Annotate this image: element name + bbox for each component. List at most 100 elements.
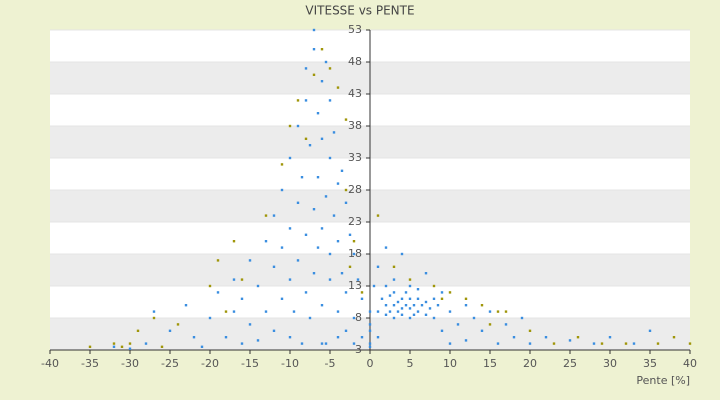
point: [528, 329, 532, 332]
point: [316, 246, 320, 249]
point: [152, 316, 156, 320]
point: [544, 336, 548, 339]
point: [436, 304, 440, 307]
point: [388, 294, 392, 297]
point: [288, 124, 292, 128]
point: [304, 233, 308, 236]
point: [176, 323, 180, 326]
point: [528, 342, 532, 345]
point: [216, 291, 220, 294]
point: [312, 208, 316, 211]
point: [316, 176, 320, 179]
point: [328, 278, 332, 281]
point: [404, 291, 408, 294]
point: [352, 252, 356, 256]
point: [440, 329, 444, 332]
point: [264, 214, 268, 217]
point: [408, 316, 412, 320]
x-tick-label: 25: [563, 357, 577, 370]
point: [340, 169, 344, 172]
x-tick-label: 10: [443, 357, 457, 370]
point: [232, 310, 236, 313]
point: [624, 342, 628, 345]
point: [376, 214, 380, 217]
x-tick-label: 20: [523, 357, 537, 370]
x-tick-label: -10: [281, 357, 299, 370]
point: [184, 304, 188, 307]
point: [336, 86, 340, 89]
point: [320, 80, 324, 83]
point: [412, 313, 416, 316]
x-tick-label: 30: [603, 357, 617, 370]
point: [392, 291, 396, 294]
x-tick-label: 0: [367, 357, 374, 370]
point: [296, 124, 300, 128]
x-tick-label: -25: [161, 357, 179, 370]
point: [280, 163, 284, 166]
y-tick-label: 33: [348, 151, 362, 164]
point: [464, 304, 468, 307]
point: [688, 342, 692, 345]
point: [432, 297, 436, 300]
point: [264, 240, 268, 243]
point: [504, 323, 508, 326]
point: [400, 307, 404, 310]
point: [320, 304, 324, 307]
point: [576, 336, 580, 339]
point: [384, 246, 388, 249]
x-tick-label: -30: [121, 357, 139, 370]
point: [372, 284, 376, 288]
point: [336, 182, 340, 185]
point: [520, 316, 524, 320]
point: [376, 336, 380, 339]
point: [456, 323, 460, 326]
point: [264, 310, 268, 313]
point: [320, 227, 324, 230]
point: [312, 73, 316, 76]
point: [352, 316, 356, 320]
point: [288, 227, 292, 230]
point: [304, 137, 308, 140]
point: [448, 310, 452, 313]
point: [136, 329, 140, 332]
point: [424, 300, 428, 304]
point: [416, 310, 420, 313]
point: [488, 310, 492, 313]
point: [448, 291, 452, 294]
point: [160, 345, 164, 348]
point: [312, 48, 316, 51]
point: [420, 304, 424, 307]
point: [392, 304, 396, 307]
point: [368, 342, 372, 345]
point: [312, 272, 316, 275]
point: [440, 291, 444, 294]
point: [328, 156, 332, 160]
point: [464, 297, 468, 300]
point: [396, 300, 400, 304]
y-tick-label: 48: [348, 55, 362, 68]
point: [512, 336, 516, 339]
point: [408, 284, 412, 288]
point: [312, 28, 316, 32]
point: [392, 316, 396, 320]
point: [392, 265, 396, 268]
point: [384, 284, 388, 288]
point: [344, 201, 348, 204]
point: [356, 278, 360, 281]
point: [168, 329, 172, 332]
point: [480, 329, 484, 332]
point: [296, 259, 300, 262]
point: [288, 336, 292, 339]
point: [324, 60, 328, 64]
point: [432, 284, 436, 288]
y-tick-label: 3: [355, 343, 362, 356]
point: [336, 240, 340, 243]
point: [216, 259, 220, 262]
point: [648, 329, 652, 332]
point: [272, 214, 276, 217]
point: [144, 342, 148, 345]
point: [208, 284, 212, 288]
y-tick-label: 53: [348, 23, 362, 36]
point: [656, 342, 660, 345]
